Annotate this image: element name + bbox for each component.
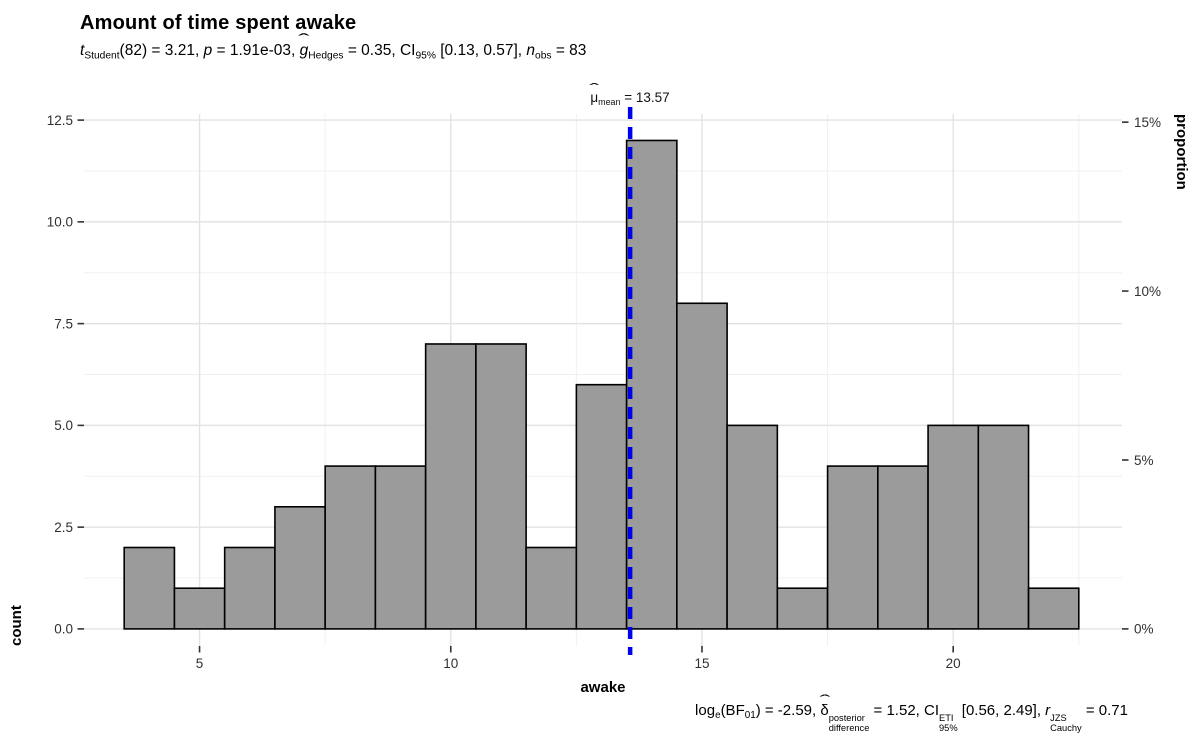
- subscript: Cauchy: [1050, 723, 1082, 734]
- text-segment: Hedges: [308, 50, 344, 62]
- text-segment: r: [1045, 702, 1051, 719]
- y2-axis-title: proportion: [1173, 114, 1190, 190]
- text-segment: e: [715, 710, 721, 722]
- text-segment: n: [526, 42, 536, 59]
- text-segment: [0.13, 0.57],: [435, 42, 527, 59]
- y-tick-label: 7.5: [54, 316, 73, 331]
- x-tick-label: 20: [946, 656, 961, 671]
- histogram-bar: [977, 424, 1030, 630]
- text-segment: p: [203, 42, 213, 59]
- text-segment: posterior difference: [829, 713, 870, 734]
- histogram-bar: [274, 505, 326, 630]
- text-segment: 01: [744, 710, 756, 722]
- text-segment: = 13.57: [620, 90, 670, 105]
- histogram-bar: [374, 465, 427, 630]
- y2-tick-label: 10%: [1134, 284, 1161, 299]
- y-tick-label: 10.0: [47, 215, 73, 230]
- histogram-bar: [877, 465, 929, 630]
- histogram-bar: [1027, 587, 1080, 630]
- chart-caption: loge(BF01) = -2.59, δposteriordifference…: [695, 702, 1128, 734]
- text-segment: g: [300, 42, 309, 60]
- text-segment: = 1.91e-03,: [212, 42, 300, 59]
- text-segment: ETI 95%: [939, 713, 958, 734]
- text-segment: = 0.35, CI: [343, 42, 416, 59]
- superscript: posterior: [828, 712, 865, 723]
- histogram-bar: [927, 424, 980, 630]
- chart-title: Amount of time spent awake: [80, 12, 357, 34]
- histogram-bar: [625, 139, 678, 630]
- text-segment: log: [695, 702, 716, 719]
- text-segment: = 83: [551, 42, 587, 59]
- text-segment: t: [80, 42, 85, 59]
- chart-subtitle: tStudent(82) = 3.21, p = 1.91e-03, gHedg…: [80, 42, 586, 61]
- histogram-bar: [424, 343, 477, 630]
- y-tick-label: 0.0: [54, 622, 73, 637]
- x-tick-label: 10: [443, 656, 458, 671]
- x-axis-title: awake: [580, 679, 626, 696]
- y2-tick-label: 0%: [1134, 622, 1154, 637]
- mean-line-label: μmean = 13.57: [590, 90, 669, 107]
- x-tick-label: 15: [694, 656, 709, 671]
- histogram-bar: [676, 302, 728, 630]
- text-segment: 95%: [415, 50, 436, 62]
- histogram-bar: [575, 383, 628, 630]
- histogram-bar: [475, 343, 527, 630]
- histogram-bar: [776, 587, 829, 630]
- histogram-bar: [826, 465, 879, 630]
- histogram-bar: [123, 546, 176, 630]
- superscript: JZS: [1050, 712, 1067, 723]
- histogram-bar: [324, 465, 377, 630]
- text-segment: mean: [598, 96, 621, 107]
- text-segment: = 1.52, CI: [869, 702, 939, 719]
- text-segment: μ: [590, 90, 598, 105]
- x-tick-label: 5: [196, 656, 204, 671]
- histogram-bar: [173, 587, 226, 630]
- text-segment: JZS Cauchy: [1050, 713, 1082, 734]
- text-segment: obs: [535, 50, 552, 62]
- text-segment: (82) = 3.21,: [119, 42, 204, 59]
- y-tick-label: 5.0: [54, 418, 73, 433]
- y2-tick-label: 15%: [1134, 115, 1161, 130]
- y-tick-label: 12.5: [47, 113, 73, 128]
- histogram-bar: [726, 424, 779, 630]
- subscript: 95%: [939, 723, 958, 734]
- text-segment: (BF: [720, 702, 745, 719]
- y2-tick-label: 5%: [1134, 453, 1154, 468]
- text-segment: = 0.71: [1081, 702, 1128, 719]
- subscript: difference: [828, 723, 870, 734]
- text-segment: ) = -2.59,: [755, 702, 821, 719]
- histogram-bar: [525, 546, 578, 630]
- y-tick-label: 2.5: [54, 520, 73, 535]
- y-axis-title: count: [8, 605, 25, 646]
- text-segment: δ: [820, 702, 828, 719]
- superscript: ETI: [939, 712, 954, 723]
- histogram-bar: [223, 546, 276, 630]
- text-segment: Student: [84, 50, 120, 62]
- text-segment: [0.56, 2.49],: [957, 702, 1046, 719]
